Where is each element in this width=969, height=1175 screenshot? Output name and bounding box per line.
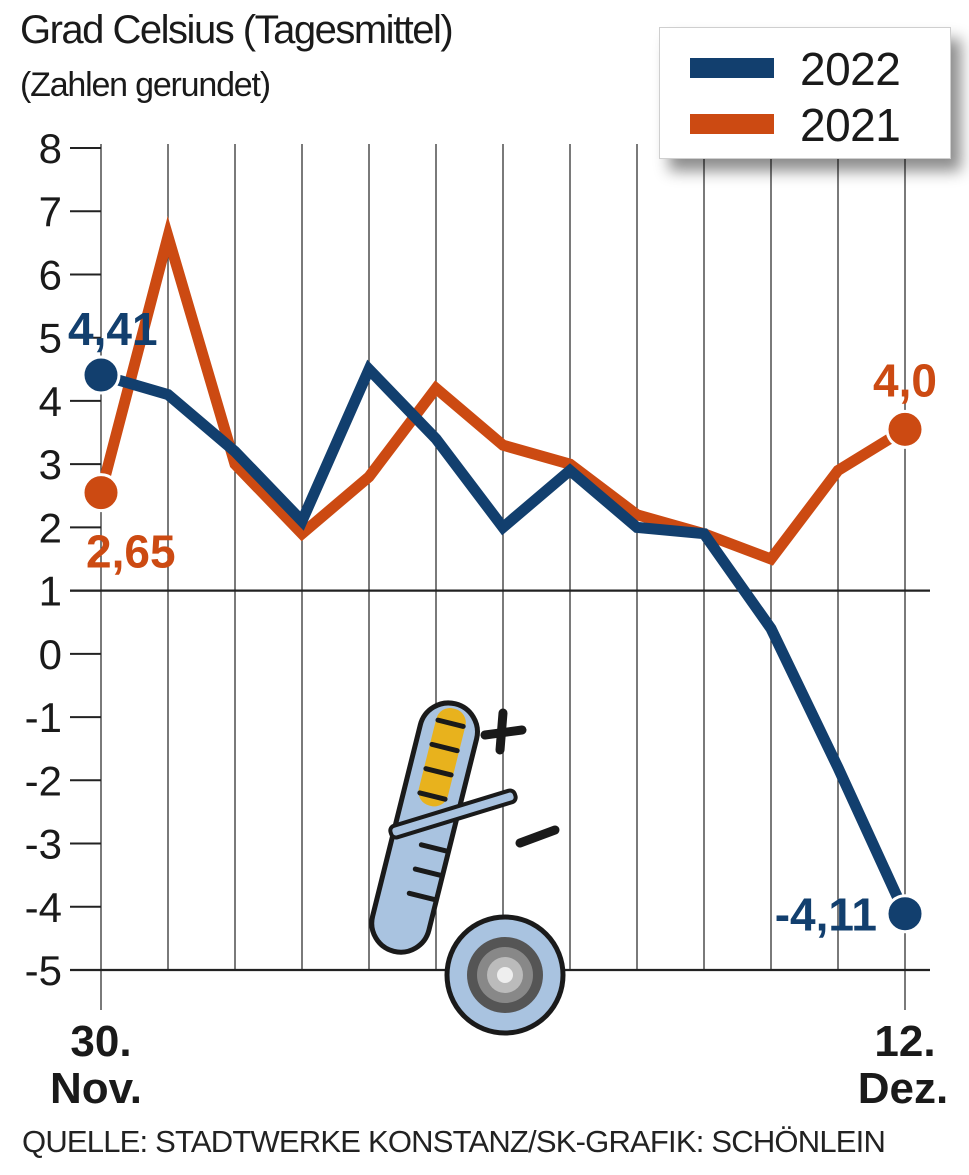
y-tick-label: 2: [39, 504, 62, 551]
y-tick-label: 5: [39, 315, 62, 362]
y-tick-label: 6: [39, 251, 62, 298]
legend-swatch-2022: [690, 58, 774, 78]
series-line-2021: [95, 215, 908, 566]
y-tick-label: 3: [39, 441, 62, 488]
thermometer-icon: [369, 700, 566, 1036]
series-line-2022: [99, 359, 910, 917]
legend-item-2021: 2021: [660, 96, 950, 151]
series-markers: [81, 355, 925, 934]
y-tick-label: 4: [39, 378, 62, 425]
y-tick-label: -5: [25, 947, 62, 994]
data-label-2022-last: -4,11: [775, 889, 877, 941]
marker-2021-start: [81, 473, 121, 513]
legend-label-2022: 2022: [800, 43, 901, 95]
marker-2022-start: [81, 355, 121, 395]
y-tick-label: 7: [39, 188, 62, 235]
source-credit: QUELLE: STADTWERKE KONSTANZ/SK-GRAFIK: S…: [22, 1124, 886, 1159]
data-label-2022-first: 4,41: [68, 303, 158, 355]
y-tick-label: -3: [25, 821, 62, 868]
marker-2021-end: [885, 409, 925, 449]
legend-swatch-2021: [690, 114, 774, 134]
y-tick-label: -4: [25, 884, 62, 931]
data-label-2021-last: 4,0: [873, 354, 937, 406]
legend-label-2021: 2021: [800, 99, 901, 151]
x-label-end-month: Dez.: [858, 1064, 948, 1113]
x-label-start-month: Nov.: [50, 1064, 142, 1113]
series-lines: [95, 215, 910, 917]
data-labels: 4,41 -4,11 2,65 4,0: [68, 303, 937, 941]
gridlines: [70, 144, 930, 1010]
y-tick-label: 0: [39, 631, 62, 678]
chart-title: Grad Celsius (Tagesmittel): [20, 8, 454, 52]
chart-subtitle: (Zahlen gerundet): [20, 66, 271, 104]
y-tick-label: 8: [39, 125, 62, 172]
data-label-2021-first: 2,65: [86, 526, 176, 578]
legend: 2022 2021: [659, 27, 951, 159]
marker-2022-end: [885, 894, 925, 934]
y-axis-ticks: 8 7 6 5 4 3 2 1 0 -1 -2 -3 -4 -5: [25, 125, 101, 994]
y-tick-label: -1: [25, 694, 62, 741]
y-tick-label: -2: [25, 757, 62, 804]
y-tick-label: 1: [39, 568, 62, 615]
x-axis-labels: 30. Nov. 12. Dez.: [50, 1017, 948, 1113]
legend-item-2022: 2022: [660, 40, 950, 95]
x-label-end-day: 12.: [874, 1017, 935, 1066]
x-label-start-day: 30.: [70, 1017, 131, 1066]
